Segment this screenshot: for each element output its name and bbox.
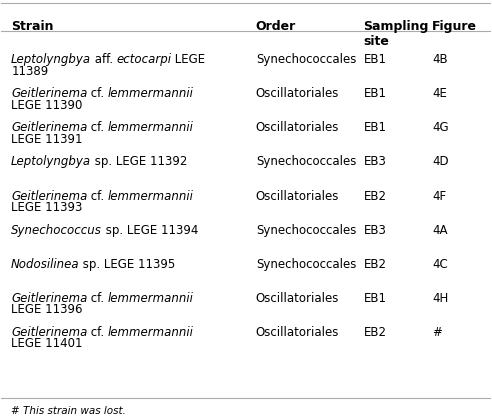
Text: Synechococcales: Synechococcales xyxy=(256,223,356,236)
Text: Geitlerinema: Geitlerinema xyxy=(11,291,88,304)
Text: EB1: EB1 xyxy=(364,291,386,304)
Text: Geitlerinema: Geitlerinema xyxy=(11,326,88,339)
Text: Sampling
site: Sampling site xyxy=(364,20,429,48)
Text: EB3: EB3 xyxy=(364,155,386,168)
Text: Oscillatoriales: Oscillatoriales xyxy=(256,326,339,339)
Text: sp. LEGE 11392: sp. LEGE 11392 xyxy=(91,155,187,168)
Text: LEGE 11401: LEGE 11401 xyxy=(11,337,83,350)
Text: Geitlerinema: Geitlerinema xyxy=(11,189,88,202)
Text: 4C: 4C xyxy=(432,257,448,270)
Text: EB2: EB2 xyxy=(364,189,386,202)
Text: lemmermannii: lemmermannii xyxy=(108,189,194,202)
Text: 4G: 4G xyxy=(432,121,449,134)
Text: 4F: 4F xyxy=(432,189,446,202)
Text: sp. LEGE 11395: sp. LEGE 11395 xyxy=(79,257,176,270)
Text: #: # xyxy=(432,326,442,339)
Text: cf.: cf. xyxy=(87,87,108,100)
Text: Leptolyngbya: Leptolyngbya xyxy=(11,53,92,66)
Text: Leptolyngbya: Leptolyngbya xyxy=(11,155,92,168)
Text: EB2: EB2 xyxy=(364,257,386,270)
Text: cf.: cf. xyxy=(87,189,108,202)
Text: LEGE 11390: LEGE 11390 xyxy=(11,99,83,112)
Text: Synechococcales: Synechococcales xyxy=(256,155,356,168)
Text: lemmermannii: lemmermannii xyxy=(108,121,194,134)
Text: 11389: 11389 xyxy=(11,65,48,78)
Text: 4E: 4E xyxy=(432,87,447,100)
Text: LEGE 11393: LEGE 11393 xyxy=(11,201,83,214)
Text: LEGE 11391: LEGE 11391 xyxy=(11,133,83,146)
Text: aff.: aff. xyxy=(91,53,117,66)
Text: lemmermannii: lemmermannii xyxy=(108,326,194,339)
Text: Oscillatoriales: Oscillatoriales xyxy=(256,87,339,100)
Text: 4A: 4A xyxy=(432,223,447,236)
Text: cf.: cf. xyxy=(87,291,108,304)
Text: EB1: EB1 xyxy=(364,53,386,66)
Text: EB1: EB1 xyxy=(364,121,386,134)
Text: ectocarpi: ectocarpi xyxy=(117,53,172,66)
Text: Strain: Strain xyxy=(11,20,54,33)
Text: Nodosilinea: Nodosilinea xyxy=(11,257,80,270)
Text: #: # xyxy=(11,406,23,416)
Text: lemmermannii: lemmermannii xyxy=(108,87,194,100)
Text: Oscillatoriales: Oscillatoriales xyxy=(256,121,339,134)
Text: Synechococcales: Synechococcales xyxy=(256,257,356,270)
Text: Geitlerinema: Geitlerinema xyxy=(11,87,88,100)
Text: LEGE 11396: LEGE 11396 xyxy=(11,303,83,316)
Text: 4D: 4D xyxy=(432,155,449,168)
Text: This strain was lost.: This strain was lost. xyxy=(23,406,126,416)
Text: EB1: EB1 xyxy=(364,87,386,100)
Text: Order: Order xyxy=(256,20,296,33)
Text: Synechococcales: Synechococcales xyxy=(256,53,356,66)
Text: cf.: cf. xyxy=(87,121,108,134)
Text: LEGE: LEGE xyxy=(171,53,205,66)
Text: 4H: 4H xyxy=(432,291,448,304)
Text: Oscillatoriales: Oscillatoriales xyxy=(256,291,339,304)
Text: sp. LEGE 11394: sp. LEGE 11394 xyxy=(101,223,198,236)
Text: Oscillatoriales: Oscillatoriales xyxy=(256,189,339,202)
Text: cf.: cf. xyxy=(87,326,108,339)
Text: lemmermannii: lemmermannii xyxy=(108,291,194,304)
Text: 4B: 4B xyxy=(432,53,448,66)
Text: EB3: EB3 xyxy=(364,223,386,236)
Text: Synechococcus: Synechococcus xyxy=(11,223,102,236)
Text: Geitlerinema: Geitlerinema xyxy=(11,121,88,134)
Text: EB2: EB2 xyxy=(364,326,386,339)
Text: Figure: Figure xyxy=(432,20,477,33)
